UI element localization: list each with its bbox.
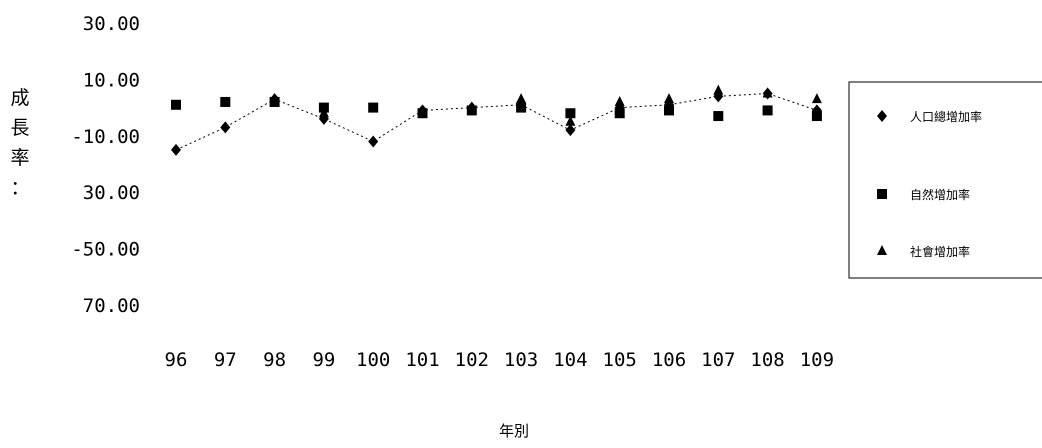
x-tick-label: 100 — [356, 349, 390, 371]
data-point — [220, 121, 231, 134]
x-tick-label: 106 — [652, 349, 686, 371]
data-point — [811, 93, 822, 104]
data-point — [713, 90, 724, 103]
data-point — [762, 87, 773, 100]
data-point — [417, 104, 428, 117]
x-tick-label: 97 — [214, 349, 237, 371]
x-tick-label: 103 — [504, 349, 538, 371]
y-axis-label-char: 率 — [10, 147, 29, 169]
data-point — [220, 96, 231, 107]
x-tick-label: 105 — [603, 349, 637, 371]
series-square — [171, 96, 822, 122]
x-tick-label: 108 — [750, 349, 784, 371]
y-tick-label: 30.00 — [83, 182, 140, 204]
data-point — [171, 99, 181, 110]
legend-label: 人口總增加率 — [910, 109, 982, 124]
y-axis-label-char: ： — [10, 177, 29, 199]
series-triangle — [269, 84, 822, 126]
x-tick-label: 104 — [553, 349, 587, 371]
y-tick-label: 10.00 — [83, 69, 140, 91]
data-point — [614, 95, 625, 106]
series-layer — [171, 84, 822, 156]
data-point — [762, 105, 773, 116]
x-tick-label: 98 — [263, 349, 286, 371]
x-tick-label: 107 — [701, 349, 735, 371]
data-point — [565, 115, 576, 126]
data-point — [664, 93, 674, 104]
series-diamond — [171, 87, 822, 156]
x-tick-label: 99 — [312, 349, 335, 371]
data-point — [614, 101, 625, 114]
data-point — [368, 102, 379, 113]
legend-marker — [877, 245, 887, 255]
data-point — [466, 101, 477, 114]
x-tick-label: 96 — [165, 349, 188, 371]
y-axis-label-char: 成 — [10, 87, 29, 109]
data-point — [664, 98, 674, 111]
data-point — [565, 108, 576, 119]
data-point — [713, 84, 724, 95]
data-point — [318, 107, 329, 118]
data-point — [368, 135, 379, 148]
x-axis-ticks: 96 97 98 99 100 101 102 103 104 105 106 107 108 109 — [165, 349, 835, 371]
data-point — [318, 112, 329, 125]
data-point — [171, 143, 181, 156]
x-tick-label: 102 — [455, 349, 489, 371]
legend-marker — [877, 189, 887, 199]
series-line — [175, 92, 818, 151]
y-axis-ticks: 30.00 10.00 -10.00 30.00 -50.00 70.00 — [71, 13, 140, 317]
y-axis-label-char: 長 — [10, 117, 29, 139]
y-tick-label: 30.00 — [83, 13, 140, 35]
data-point — [269, 93, 280, 106]
y-tick-label: 70.00 — [83, 295, 140, 317]
y-tick-label: -50.00 — [71, 239, 140, 261]
x-tick-label: 109 — [800, 349, 834, 371]
legend-label: 自然增加率 — [910, 187, 970, 202]
data-point — [713, 111, 724, 122]
data-point — [516, 93, 527, 104]
x-axis-label: 年別 — [499, 422, 529, 440]
data-point — [811, 104, 822, 117]
y-axis-label: 成長率 ： — [10, 87, 29, 199]
legend-label: 社會增加率 — [910, 244, 970, 259]
data-point — [516, 98, 527, 111]
data-point — [565, 124, 576, 137]
y-tick-label: -10.00 — [71, 126, 140, 148]
legend-marker — [877, 110, 887, 122]
x-tick-label: 101 — [405, 349, 439, 371]
